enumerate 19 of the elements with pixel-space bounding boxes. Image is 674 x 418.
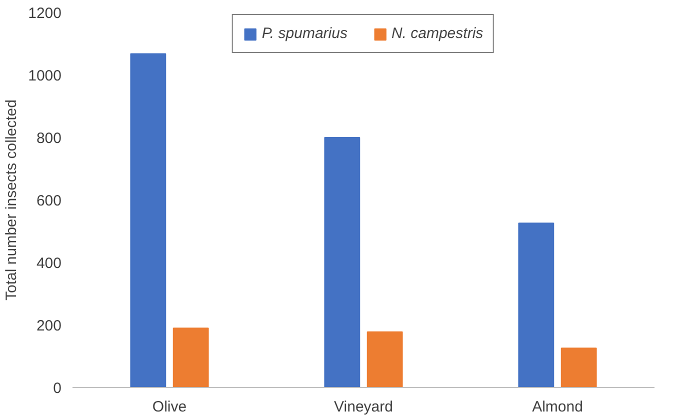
- y-tick-label: 1000: [28, 68, 62, 84]
- y-tick-label: 0: [53, 380, 62, 397]
- legend-label: N. campestris: [391, 25, 484, 42]
- bar: [324, 137, 360, 388]
- y-axis-title: Total number insects collected: [3, 100, 20, 300]
- y-tick-label: 1200: [28, 5, 62, 22]
- y-tick-label: 800: [36, 130, 62, 147]
- y-tick-label: 600: [36, 192, 62, 210]
- y-tick-label: 200: [36, 318, 62, 334]
- bar: [366, 331, 403, 388]
- bar: [518, 222, 554, 388]
- y-tick-label: 400: [36, 255, 62, 272]
- legend-label: P. spumarius: [262, 25, 348, 42]
- bar: [560, 348, 597, 388]
- x-tick-label: Olive: [152, 398, 187, 416]
- bar: [130, 53, 166, 388]
- x-tick-label: Almond: [532, 398, 583, 416]
- x-tick-label: Vineyard: [334, 398, 393, 416]
- bar: [172, 328, 209, 388]
